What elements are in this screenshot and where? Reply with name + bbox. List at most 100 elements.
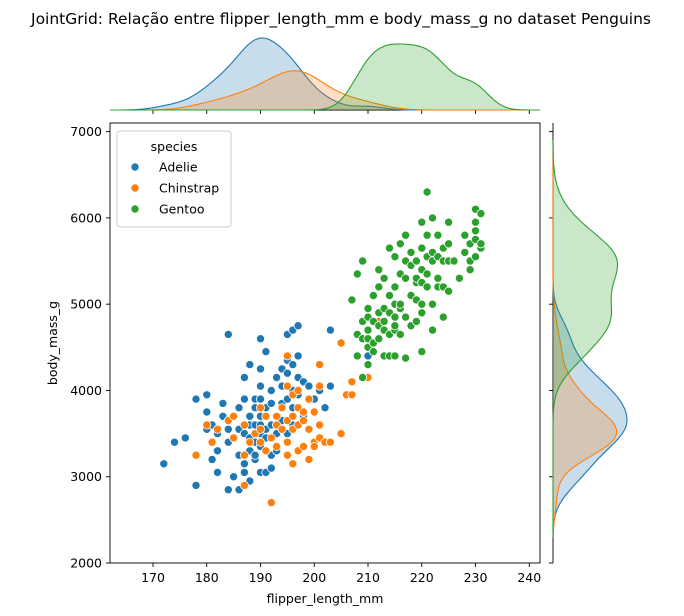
point-gentoo <box>352 269 362 279</box>
point-adelie <box>255 334 265 344</box>
point-adelie <box>304 381 314 391</box>
point-chinstrap <box>336 338 346 348</box>
top-kde-fill-adelie <box>110 38 540 110</box>
point-chinstrap <box>347 390 357 400</box>
y-tick-label: 7000 <box>70 124 102 139</box>
top-kde-fill-chinstrap <box>110 70 540 110</box>
point-gentoo <box>438 312 448 322</box>
point-chinstrap <box>288 459 298 469</box>
point-gentoo <box>460 247 470 257</box>
top-kde-fill-gentoo <box>110 43 540 110</box>
x-axis-label: flipper_length_mm <box>267 591 384 606</box>
point-chinstrap <box>245 437 255 447</box>
point-adelie <box>239 394 249 404</box>
point-gentoo <box>433 230 443 240</box>
x-tick-label: 200 <box>302 570 326 585</box>
point-adelie <box>202 390 212 400</box>
point-chinstrap <box>282 381 292 391</box>
x-tick-label: 170 <box>141 570 165 585</box>
point-gentoo <box>368 347 378 357</box>
point-gentoo <box>347 295 357 305</box>
point-chinstrap <box>239 420 249 430</box>
point-gentoo <box>363 303 373 313</box>
point-gentoo <box>395 299 405 309</box>
point-adelie <box>212 467 222 477</box>
right-marginal-kde <box>549 123 628 564</box>
point-chinstrap <box>298 441 308 451</box>
legend-label-adelie: Adelie <box>159 160 198 175</box>
point-adelie <box>245 360 255 370</box>
point-gentoo <box>427 325 437 335</box>
point-gentoo <box>406 247 416 257</box>
point-adelie <box>255 364 265 374</box>
x-tick-label: 180 <box>195 570 219 585</box>
y-ticks: 2000 3000 4000 5000 6000 7000 <box>70 124 110 571</box>
legend-marker-chinstrap <box>130 183 140 193</box>
point-adelie <box>325 325 335 335</box>
point-chinstrap <box>229 433 239 443</box>
point-chinstrap <box>288 411 298 421</box>
point-gentoo <box>390 252 400 262</box>
point-chinstrap <box>298 407 308 417</box>
point-chinstrap <box>282 351 292 361</box>
point-gentoo <box>422 282 432 292</box>
point-adelie <box>223 424 233 434</box>
point-adelie <box>229 472 239 482</box>
point-chinstrap <box>309 441 319 451</box>
point-chinstrap <box>336 429 346 439</box>
point-adelie <box>202 407 212 417</box>
x-tick-label: 230 <box>464 570 488 585</box>
point-adelie <box>169 437 179 447</box>
point-chinstrap <box>277 424 287 434</box>
chart-title: JointGrid: Relação entre flipper_length_… <box>30 10 651 29</box>
point-gentoo <box>444 217 454 227</box>
point-gentoo <box>444 286 454 296</box>
point-chinstrap <box>304 424 314 434</box>
point-gentoo <box>427 299 437 309</box>
point-chinstrap <box>272 441 282 451</box>
point-gentoo <box>401 312 411 322</box>
x-tick-label: 190 <box>249 570 273 585</box>
point-chinstrap <box>304 454 314 464</box>
point-gentoo <box>395 329 405 339</box>
point-adelie <box>293 321 303 331</box>
point-gentoo <box>358 256 368 266</box>
point-adelie <box>272 372 282 382</box>
point-chinstrap <box>261 411 271 421</box>
point-adelie <box>320 403 330 413</box>
point-gentoo <box>401 273 411 283</box>
point-adelie <box>293 351 303 361</box>
legend-marker-gentoo <box>130 204 140 214</box>
point-gentoo <box>358 372 368 382</box>
point-chinstrap <box>255 424 265 434</box>
point-gentoo <box>411 256 421 266</box>
point-gentoo <box>454 273 464 283</box>
point-chinstrap <box>266 433 276 443</box>
point-adelie <box>288 360 298 370</box>
legend: species Adelie Chinstrap Gentoo <box>116 130 232 228</box>
y-tick-label: 6000 <box>70 210 102 225</box>
point-gentoo <box>417 299 427 309</box>
point-chinstrap <box>282 450 292 460</box>
point-gentoo <box>476 209 486 219</box>
point-gentoo <box>470 226 480 236</box>
point-chinstrap <box>282 437 292 447</box>
point-gentoo <box>427 213 437 223</box>
y-tick-label: 2000 <box>70 556 102 571</box>
point-adelie <box>234 403 244 413</box>
point-adelie <box>255 381 265 391</box>
point-chinstrap <box>202 420 212 430</box>
point-chinstrap <box>315 360 325 370</box>
point-adelie <box>191 394 201 404</box>
point-adelie <box>239 467 249 477</box>
point-adelie <box>239 459 249 469</box>
point-gentoo <box>390 351 400 361</box>
point-gentoo <box>422 187 432 197</box>
point-chinstrap <box>266 498 276 508</box>
point-chinstrap <box>255 403 265 413</box>
point-gentoo <box>417 347 427 357</box>
right-kde-line-gentoo <box>552 140 619 538</box>
legend-box <box>116 130 232 228</box>
point-adelie <box>159 459 169 469</box>
